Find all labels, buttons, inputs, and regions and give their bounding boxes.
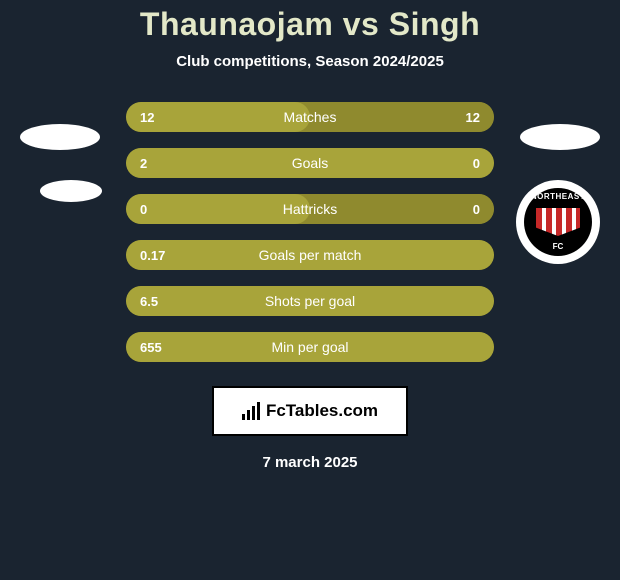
- stat-label: Goals: [126, 155, 494, 171]
- club-badge-top-text: NORTHEAST: [531, 192, 585, 201]
- club-badge-inner: NORTHEAST FC: [524, 188, 592, 256]
- stat-row: 2Goals0: [126, 148, 494, 178]
- stat-label: Matches: [126, 109, 494, 125]
- stat-row: 12Matches12: [126, 102, 494, 132]
- player-right-logo-1: [520, 124, 600, 150]
- player-left-logo-1: [20, 124, 100, 150]
- comparison-card: Thaunaojam vs Singh Club competitions, S…: [0, 0, 620, 580]
- stat-label: Goals per match: [126, 247, 494, 263]
- stat-row: 0Hattricks0: [126, 194, 494, 224]
- stat-value-right: 0: [473, 202, 480, 217]
- club-badge-bottom-text: FC: [553, 242, 564, 251]
- stats-list: 12Matches122Goals00Hattricks00.17Goals p…: [126, 102, 494, 362]
- stat-label: Shots per goal: [126, 293, 494, 309]
- stat-value-right: 0: [473, 156, 480, 171]
- club-badge: NORTHEAST FC: [516, 180, 600, 264]
- stat-row: 655Min per goal: [126, 332, 494, 362]
- branding-badge: FcTables.com: [212, 386, 408, 436]
- page-title: Thaunaojam vs Singh: [0, 6, 620, 43]
- subtitle: Club competitions, Season 2024/2025: [0, 53, 620, 70]
- stat-label: Hattricks: [126, 201, 494, 217]
- player-left-logo-2: [40, 180, 102, 202]
- club-badge-stripes: [536, 208, 580, 236]
- stat-row: 0.17Goals per match: [126, 240, 494, 270]
- branding-text: FcTables.com: [266, 401, 378, 421]
- date-label: 7 march 2025: [0, 454, 620, 471]
- stat-value-right: 12: [466, 110, 480, 125]
- chart-icon: [242, 402, 262, 420]
- stat-label: Min per goal: [126, 339, 494, 355]
- stat-row: 6.5Shots per goal: [126, 286, 494, 316]
